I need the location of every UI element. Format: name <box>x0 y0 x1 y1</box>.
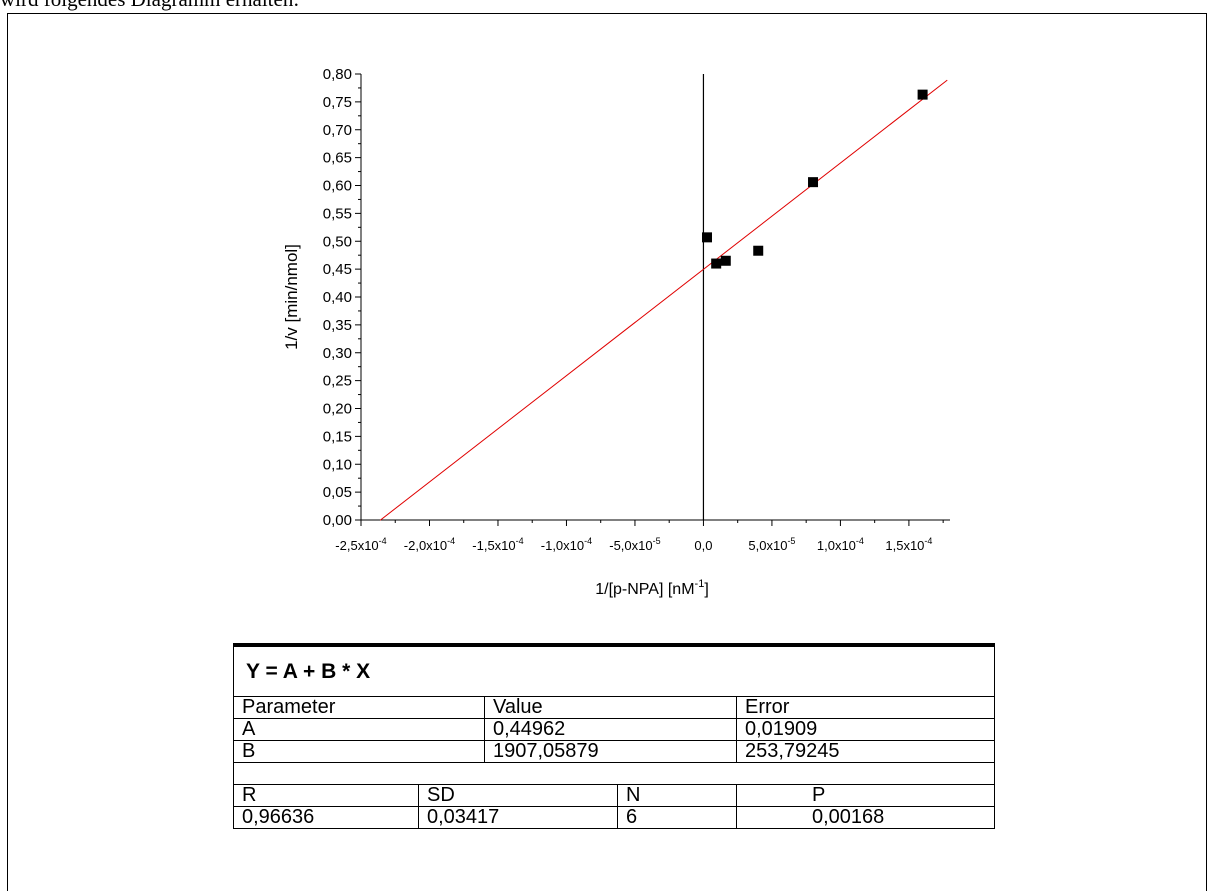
y-tick-label: 0,30 <box>323 345 352 362</box>
y-tick-label: 0,25 <box>323 373 352 390</box>
y-tick-label: 0,50 <box>323 233 352 250</box>
y-tick-label: 0,80 <box>323 66 352 83</box>
header-parameter: Parameter <box>233 696 485 719</box>
fit-line <box>379 79 948 521</box>
lineweaver-burk-chart: 0,00 0,05 0,10 0,15 0,20 0,25 0,30 0,35 0,40 0,45… <box>282 66 950 598</box>
y-tick-label: 0,05 <box>323 484 352 501</box>
x-tick-label: 1,5x10-4 <box>885 536 932 553</box>
fit-equation: Y = A + B * X <box>232 643 996 697</box>
x-tick-label: 1,0x10-4 <box>817 536 864 553</box>
data-point <box>753 245 764 256</box>
x-tick-label: 5,0x10-5 <box>748 536 795 553</box>
y-tick-label: 0,65 <box>323 150 352 167</box>
x-tick-label: -5,0x10-5 <box>609 536 660 553</box>
y-axis-label: 1/v [min/nmol] <box>282 244 301 350</box>
x-axis-label: 1/[p-NPA] [nM-1] <box>595 578 709 598</box>
y-tick-label: 0,60 <box>323 178 352 195</box>
y-tick-label: 0,40 <box>323 289 352 306</box>
y-tick-label: 0,00 <box>323 512 352 529</box>
stats-header-p: P <box>735 784 996 807</box>
param-b-name: B <box>233 740 485 763</box>
figure-frame <box>7 13 1207 891</box>
stats-value-n: 6 <box>617 806 737 829</box>
data-point <box>808 177 819 188</box>
y-tick-label: 0,70 <box>323 122 352 139</box>
data-point <box>711 258 722 269</box>
stats-value-p: 0,00168 <box>735 806 996 829</box>
x-tick-label: -1,0x10-4 <box>541 536 592 553</box>
y-tick-label: 0,15 <box>323 428 352 445</box>
x-axis-label-sup: -1 <box>695 578 705 590</box>
y-tick-label: 0,35 <box>323 317 352 334</box>
data-point <box>702 232 713 243</box>
data-point <box>917 89 928 100</box>
param-a-value: 0,44962 <box>484 718 737 741</box>
x-tick-label: 0,0 <box>694 538 712 553</box>
stats-header-n: N <box>617 784 737 807</box>
stats-value-r: 0,96636 <box>233 806 419 829</box>
x-axis-label-tail: ] <box>704 581 708 598</box>
fit-results-table: Y = A + B * X Parameter Value Error A 0,… <box>232 643 996 829</box>
y-tick-label: 0,45 <box>323 261 352 278</box>
data-points <box>702 89 928 269</box>
header-value: Value <box>484 696 737 719</box>
x-tick-label: -2,5x10-4 <box>335 536 386 553</box>
x-tick-label: -1,5x10-4 <box>472 536 523 553</box>
param-a-name: A <box>233 718 485 741</box>
x-tick-label: -2,0x10-4 <box>404 536 455 553</box>
stats-header-sd: SD <box>418 784 618 807</box>
param-a-error: 0,01909 <box>735 718 996 741</box>
stats-value-sd: 0,03417 <box>418 806 618 829</box>
param-b-error: 253,79245 <box>735 740 996 763</box>
param-b-value: 1907,05879 <box>484 740 737 763</box>
blank-row <box>232 762 996 785</box>
fit-line-group <box>379 79 948 521</box>
y-tick-label: 0,55 <box>323 205 352 222</box>
y-tick-label: 0,75 <box>323 94 352 111</box>
data-point <box>720 255 731 266</box>
x-axis: -2,5x10-4 -2,0x10-4 -1,5x10-4 -1,0x10-4 -5,0… <box>335 74 950 553</box>
stats-header-r: R <box>233 784 419 807</box>
intro-text: wird folgendes Diagramm erhalten: <box>0 0 299 12</box>
header-error: Error <box>735 696 996 719</box>
y-tick-label: 0,10 <box>323 456 352 473</box>
x-axis-label-main: 1/[p-NPA] [nM <box>595 581 694 598</box>
y-tick-label: 0,20 <box>323 401 352 418</box>
y-axis: 0,00 0,05 0,10 0,15 0,20 0,25 0,30 0,35 0,40 0,45… <box>323 66 362 529</box>
